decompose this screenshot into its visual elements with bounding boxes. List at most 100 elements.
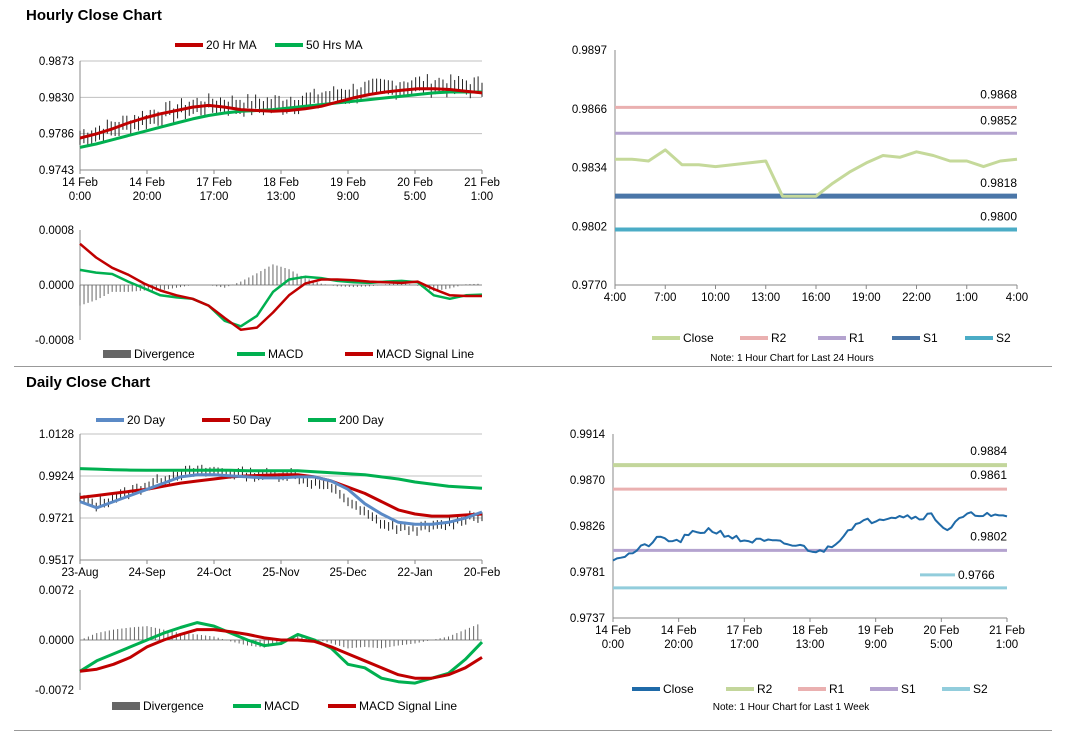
- hourly-price-xtick-label: 21 Feb: [464, 177, 500, 189]
- hourly-macd-ytick-label: 0.0000: [39, 280, 74, 292]
- hourly-price-xtick-label: 17:00: [200, 191, 229, 203]
- hourly-24h-s2-level-label: 0.9800: [980, 209, 1017, 223]
- hourly-section-title: Hourly Close Chart: [26, 7, 162, 24]
- daily-price-xtick-label: 25-Nov: [262, 567, 299, 579]
- daily-week-s2-legend-label: S2: [973, 682, 988, 696]
- hourly-price-ytick-label: 0.9830: [39, 92, 74, 104]
- hourly-price-xtick-label: 0:00: [69, 191, 91, 203]
- daily-week-xtick-label: 13:00: [796, 639, 825, 651]
- daily-week-close-legend-label: Close: [663, 682, 694, 696]
- daily-price-ytick-label: 0.9517: [39, 555, 74, 567]
- hourly-price-xtick-label: 14 Feb: [62, 177, 98, 189]
- daily-week-xtick-label: 19 Feb: [858, 625, 894, 637]
- daily-price-ytick-label: 0.9924: [39, 471, 75, 483]
- hourly-24h-r1-level-label: 0.9852: [980, 113, 1017, 127]
- daily-price-xtick-label: 24-Oct: [197, 567, 232, 579]
- hourly-24h-xtick-label: 1:00: [956, 292, 978, 304]
- bottom-divider: [14, 730, 1052, 731]
- daily-price-50day-legend-label: 50 Day: [233, 413, 271, 427]
- hourly-macd-divergence-legend-swatch: [103, 350, 131, 358]
- daily-price-xtick-label: 25-Dec: [329, 567, 366, 579]
- daily-macd-ytick-label: 0.0072: [39, 585, 74, 597]
- hourly-price-ytick-label: 0.9743: [39, 165, 74, 177]
- daily-price-20day-legend-label: 20 Day: [127, 413, 165, 427]
- hourly-price-xtick-label: 1:00: [471, 191, 493, 203]
- daily-week-xtick-label: 17 Feb: [726, 625, 762, 637]
- daily-macd-macd-legend-label: MACD: [264, 699, 300, 713]
- section-divider: [14, 366, 1052, 367]
- hourly-24h-s2-legend-label: S2: [996, 331, 1011, 345]
- daily-price-ytick-label: 0.9721: [39, 513, 74, 525]
- daily-week-ytick-label: 0.9826: [570, 521, 605, 533]
- daily-week-ytick-label: 0.9737: [570, 613, 605, 625]
- daily-week-ytick-label: 0.9781: [570, 567, 605, 579]
- hourly-24h-s1-level-label: 0.9818: [980, 176, 1017, 190]
- hourly-24h-xtick-label: 22:00: [902, 292, 931, 304]
- hourly-price-ytick-label: 0.9873: [39, 56, 74, 68]
- daily-week-ytick-label: 0.9914: [570, 429, 606, 441]
- daily-week-r2-level-label: 0.9884: [970, 444, 1007, 458]
- daily-week-r1-legend-label: R1: [829, 682, 845, 696]
- daily-week-s2-level-label: 0.9766: [958, 568, 995, 582]
- daily-week-xtick-label: 18 Feb: [792, 625, 828, 637]
- daily-week-r2-legend-label: R2: [757, 682, 773, 696]
- hourly-macd-macd-legend-label: MACD: [268, 347, 304, 361]
- hourly-24h-ytick-label: 0.9802: [572, 221, 607, 233]
- hourly-24h-xtick-label: 7:00: [654, 292, 676, 304]
- hourly-24h-s1-legend-label: S1: [923, 331, 938, 345]
- daily-price-200day-legend-label: 200 Day: [339, 413, 384, 427]
- hourly-24h-xtick-label: 4:00: [604, 292, 626, 304]
- hourly-price-50hr-ma-line: [79, 90, 482, 149]
- hourly-price-xtick-label: 19 Feb: [330, 177, 366, 189]
- hourly-24h-ytick-label: 0.9770: [572, 280, 607, 292]
- hourly-price-50hr-legend-label: 50 Hrs MA: [306, 38, 363, 52]
- hourly-price-ytick-label: 0.9786: [39, 129, 74, 141]
- hourly-24h-ytick-label: 0.9866: [572, 104, 607, 116]
- daily-week-xtick-label: 14 Feb: [661, 625, 697, 637]
- daily-macd-macd-line: [79, 621, 484, 685]
- hourly-24h-close-line: [615, 148, 1018, 198]
- hourly-24h-note: Note: 1 Hour Chart for Last 24 Hours: [710, 353, 873, 364]
- hourly-24h-close-legend-label: Close: [683, 331, 714, 345]
- daily-price-50day-line: [79, 473, 483, 518]
- hourly-24h-xtick-label: 10:00: [701, 292, 730, 304]
- daily-price-xtick-label: 24-Sep: [128, 567, 165, 579]
- daily-week-xtick-label: 20:00: [664, 639, 693, 651]
- daily-week-close-line: [612, 511, 1008, 562]
- daily-week-xtick-label: 21 Feb: [989, 625, 1025, 637]
- daily-week-ytick-label: 0.9870: [570, 475, 605, 487]
- daily-macd-ytick-label: 0.0000: [39, 635, 74, 647]
- daily-week-s1-legend-label: S1: [901, 682, 916, 696]
- daily-macd-ytick-label: -0.0072: [35, 685, 74, 697]
- daily-price-200day-line: [79, 467, 483, 490]
- daily-week-r1-level-label: 0.9861: [970, 468, 1007, 482]
- hourly-macd-divergence-legend-label: Divergence: [134, 347, 195, 361]
- hourly-24h-xtick-label: 4:00: [1006, 292, 1028, 304]
- hourly-24h-r1-legend-label: R1: [849, 331, 865, 345]
- daily-week-note: Note: 1 Hour Chart for Last 1 Week: [713, 702, 871, 713]
- hourly-price-xtick-label: 20 Feb: [397, 177, 433, 189]
- hourly-macd-signal-legend-label: MACD Signal Line: [376, 347, 474, 361]
- hourly-24h-xtick-label: 13:00: [751, 292, 780, 304]
- daily-macd-signal-line: [79, 628, 483, 680]
- hourly-24h-r2-legend-label: R2: [771, 331, 787, 345]
- hourly-24h-r2-level-label: 0.9868: [980, 87, 1017, 101]
- daily-macd-divergence-legend-swatch: [112, 702, 140, 710]
- hourly-price-xtick-label: 9:00: [337, 191, 359, 203]
- daily-week-xtick-label: 5:00: [930, 639, 952, 651]
- daily-section-title: Daily Close Chart: [26, 374, 151, 391]
- daily-price-xtick-label: 22-Jan: [397, 567, 432, 579]
- daily-macd-signal-legend-label: MACD Signal Line: [359, 699, 457, 713]
- hourly-price-xtick-label: 5:00: [404, 191, 426, 203]
- hourly-24h-xtick-label: 16:00: [802, 292, 831, 304]
- hourly-macd-signal-line: [79, 242, 482, 331]
- hourly-24h-xtick-label: 19:00: [852, 292, 881, 304]
- hourly-price-xtick-label: 20:00: [133, 191, 162, 203]
- daily-price-ytick-label: 1.0128: [39, 429, 74, 441]
- hourly-price-xtick-label: 13:00: [267, 191, 296, 203]
- hourly-price-xtick-label: 18 Feb: [263, 177, 299, 189]
- daily-price-20day-line: [79, 473, 483, 526]
- hourly-price-20hr-legend-label: 20 Hr MA: [206, 38, 257, 52]
- daily-price-xtick-label: 20-Feb: [464, 567, 500, 579]
- hourly-macd-ytick-label: -0.0008: [35, 335, 74, 347]
